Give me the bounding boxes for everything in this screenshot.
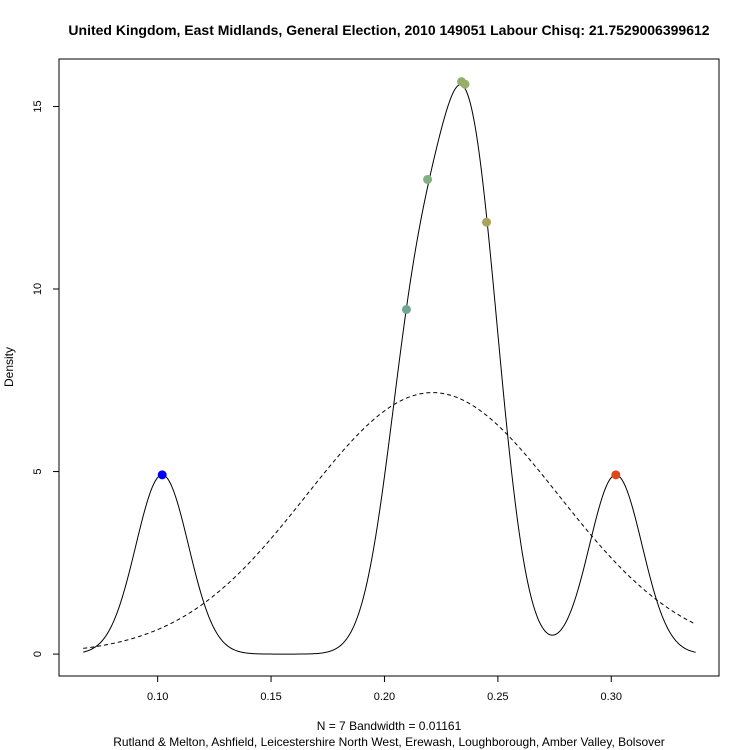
plot-frame <box>58 58 720 677</box>
y-axis-label: Density <box>2 347 16 387</box>
data-point <box>611 470 621 480</box>
data-points <box>157 77 621 480</box>
x-tick-label: 0.20 <box>374 691 395 703</box>
data-point <box>460 79 470 89</box>
y-tick-label: 5 <box>32 468 44 474</box>
chart-title: United Kingdom, East Midlands, General E… <box>68 22 709 38</box>
y-tick-label: 0 <box>32 651 44 657</box>
x-axis-label-line1: N = 7 Bandwidth = 0.01161 <box>317 719 462 733</box>
x-axis: 0.10 0.15 0.20 0.25 0.30 <box>147 675 622 703</box>
x-tick-label: 0.10 <box>147 691 168 703</box>
x-axis-label-line2: Rutland & Melton, Ashfield, Leicestershi… <box>113 735 665 749</box>
data-point <box>157 470 167 480</box>
x-tick-label: 0.30 <box>601 691 622 703</box>
x-tick-label: 0.25 <box>487 691 508 703</box>
data-point <box>423 174 433 184</box>
density-curve <box>83 84 696 655</box>
y-axis: 0 5 10 15 <box>32 100 60 657</box>
y-tick-label: 10 <box>32 283 44 295</box>
data-point <box>401 304 411 314</box>
x-tick-label: 0.15 <box>260 691 281 703</box>
y-tick-label: 15 <box>32 100 44 112</box>
data-point <box>482 217 492 227</box>
normal-curve <box>83 392 696 649</box>
